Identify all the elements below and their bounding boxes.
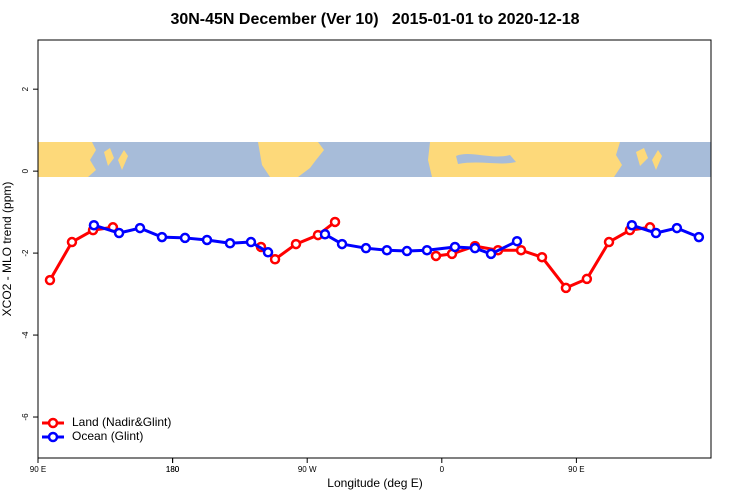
legend-marker xyxy=(47,417,59,429)
x-tick-label: 90 E xyxy=(568,465,584,474)
x-tick-label: 90 W xyxy=(298,465,317,474)
data-point xyxy=(88,219,100,231)
data-point xyxy=(626,219,638,231)
x-axis-label: Longitude (deg E) xyxy=(327,476,422,490)
y-tick-label: 2 xyxy=(21,86,30,91)
data-point xyxy=(421,244,433,256)
plot-frame xyxy=(37,39,712,459)
data-point xyxy=(329,216,341,228)
data-point xyxy=(581,273,593,285)
data-point xyxy=(693,231,705,243)
data-point xyxy=(401,245,413,257)
legend-label: Land (Nadir&Glint) xyxy=(72,415,171,429)
chart-title: 30N-45N December (Ver 10) 2015-01-01 to … xyxy=(170,11,579,28)
y-axis-label: XCO2 - MLO trend (ppm) xyxy=(0,182,14,317)
data-point xyxy=(449,241,461,253)
data-point xyxy=(336,238,348,250)
data-point xyxy=(269,253,281,265)
data-point xyxy=(66,236,78,248)
data-point xyxy=(224,238,236,249)
x-tick-label: 180 xyxy=(166,465,180,474)
data-point xyxy=(381,244,393,256)
legend-label: Ocean (Glint) xyxy=(72,429,143,443)
data-point xyxy=(360,242,372,254)
data-point xyxy=(650,227,662,239)
data-point xyxy=(536,251,548,263)
map-band xyxy=(38,142,711,177)
data-point xyxy=(262,247,274,258)
data-point xyxy=(469,242,481,254)
data-point xyxy=(671,222,683,234)
x-tick-label: 90 E xyxy=(30,465,46,474)
data-point xyxy=(511,235,523,247)
x-tick-label: 180 xyxy=(166,465,180,474)
data-point xyxy=(560,282,572,294)
data-point xyxy=(245,236,257,248)
data-point xyxy=(515,244,527,256)
data-point xyxy=(319,228,331,240)
y-tick-label: 0 xyxy=(21,168,30,173)
data-point xyxy=(603,236,615,248)
data-point xyxy=(134,222,146,234)
y-tick-label: -6 xyxy=(21,413,30,421)
y-tick-label: -4 xyxy=(21,331,30,339)
data-point xyxy=(201,234,213,246)
data-point xyxy=(179,232,191,244)
y-tick-label: -2 xyxy=(21,249,30,257)
data-point xyxy=(485,248,497,260)
legend-marker xyxy=(47,431,59,443)
data-point xyxy=(113,227,125,239)
data-point xyxy=(290,238,302,250)
x-tick-label: 0 xyxy=(440,465,445,474)
data-point xyxy=(156,231,168,243)
data-point xyxy=(44,274,56,286)
data-point xyxy=(430,250,442,262)
